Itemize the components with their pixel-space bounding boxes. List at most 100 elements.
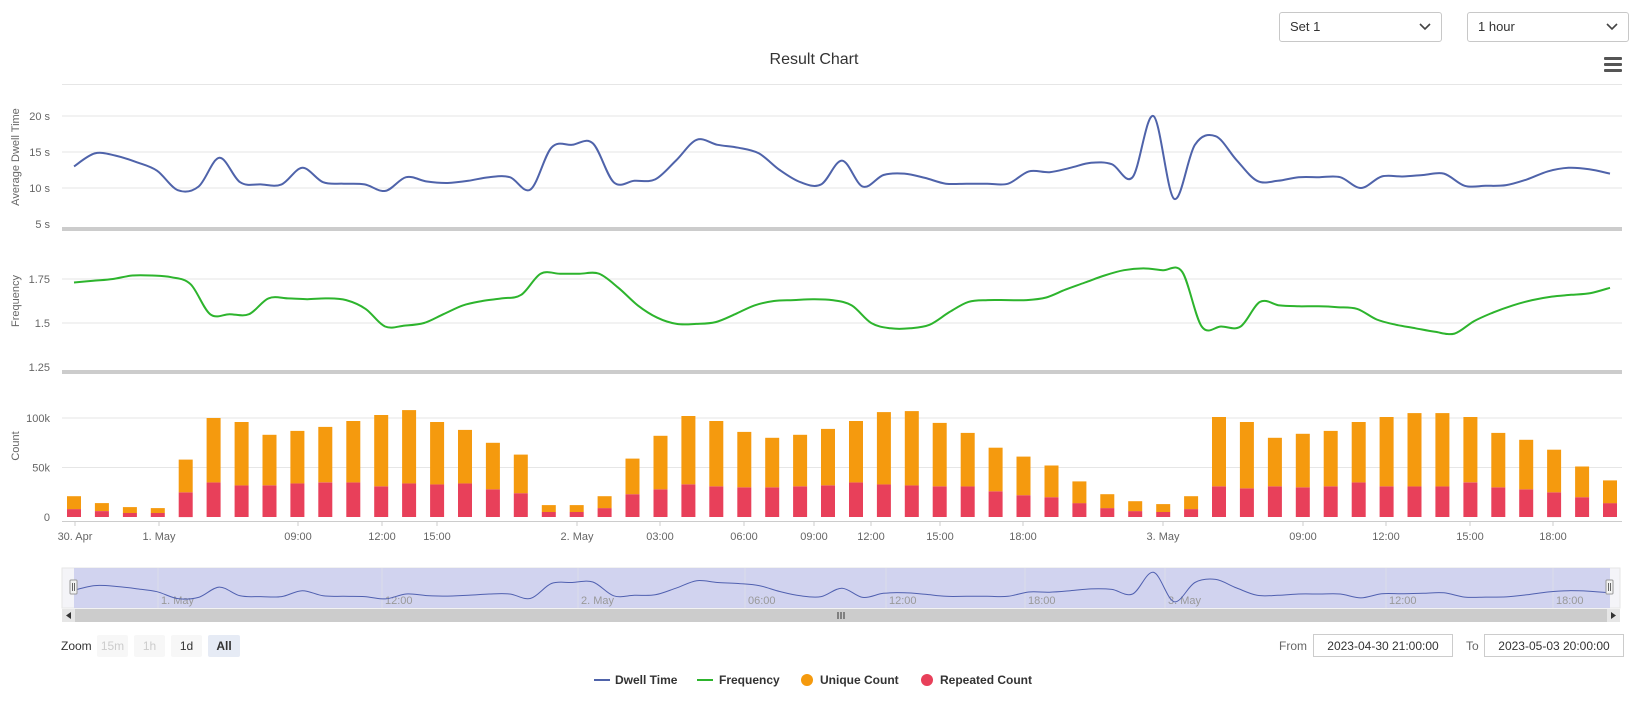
- unique-count-bar: [709, 421, 724, 487]
- repeated-count-bar: [1267, 486, 1282, 517]
- to-date-input[interactable]: 2023-05-03 20:00:00: [1484, 634, 1624, 657]
- repeated-count-bar: [849, 482, 863, 517]
- x-tick-label: 15:00: [1456, 531, 1484, 543]
- repeated-count-bar: [597, 508, 612, 517]
- from-label: From: [1279, 639, 1307, 653]
- unique-count-bar: [904, 411, 919, 486]
- repeated-count-bar: [430, 484, 445, 517]
- dwell-axis-title: Average Dwell Time: [10, 108, 22, 206]
- from-date-input[interactable]: 2023-04-30 21:00:00: [1313, 634, 1453, 657]
- frequency-ytick-label: 1.5: [35, 318, 50, 330]
- dwell-ytick-label: 15 s: [29, 147, 50, 159]
- zoom-15m-button[interactable]: 15m: [97, 635, 128, 657]
- y-axis-ticks: 5 s 10 s 15 s 20 s 1.25 1.5 1.75 0 50k 100k: [26, 111, 50, 524]
- navigator-tick-label: 1. May: [161, 595, 195, 607]
- navigator-scrollbar[interactable]: [62, 609, 1620, 622]
- zoom-1h-label: 1h: [143, 639, 156, 653]
- time-range-select[interactable]: 1 hour: [1467, 12, 1629, 42]
- panel-separator: [62, 370, 1622, 374]
- unique-count-bar: [1184, 496, 1199, 510]
- unique-count-bar: [569, 505, 584, 512]
- unique-count-bar: [1016, 456, 1031, 496]
- navigator-tick-label: 12:00: [1389, 595, 1417, 607]
- frequency-axis-title: Frequency: [10, 275, 22, 327]
- chart-title: Result Chart: [770, 51, 859, 68]
- repeated-count-bar: [1547, 492, 1562, 518]
- x-tick-label: 09:00: [284, 531, 312, 543]
- unique-count-bar: [178, 459, 193, 493]
- unique-count-bar: [653, 435, 668, 490]
- repeated-count-bar: [1519, 489, 1534, 517]
- repeated-count-bar: [1435, 486, 1450, 517]
- unique-count-bar: [1407, 413, 1422, 487]
- unique-count-bar: [1491, 432, 1506, 488]
- repeated-count-bar: [150, 513, 165, 517]
- unique-count-bar: [625, 458, 640, 495]
- chevron-down-icon: [1419, 23, 1431, 31]
- zoom-1d-button[interactable]: 1d: [171, 635, 202, 657]
- panel-separator: [62, 227, 1622, 231]
- repeated-count-bar: [513, 493, 528, 517]
- repeated-count-bar: [876, 484, 891, 517]
- navigator-series: 1. May 12:00 2. May 06:00 12:00 18:00 3. May 12…: [73, 568, 1611, 608]
- repeated-count-bar: [1351, 482, 1366, 517]
- legend-item-unique-count[interactable]: Unique Count: [801, 673, 899, 687]
- repeated-count-bar: [458, 483, 472, 517]
- navigator-tick-label: 3. May: [1168, 595, 1202, 607]
- count-bars: [67, 410, 1617, 518]
- scroll-right-arrow[interactable]: [1607, 609, 1620, 622]
- navigator-right-handle[interactable]: [1605, 579, 1614, 595]
- navigator-left-handle[interactable]: [69, 579, 78, 595]
- dwell-ytick-label: 20 s: [29, 111, 50, 123]
- legend-label-frequency: Frequency: [719, 673, 780, 687]
- unique-count-bar: [402, 410, 417, 484]
- repeated-count-bar: [1295, 487, 1310, 517]
- repeated-count-bar: [625, 494, 640, 517]
- unique-count-bar: [150, 508, 165, 513]
- legend-item-frequency[interactable]: Frequency: [697, 673, 780, 687]
- repeated-count-bar: [402, 483, 417, 517]
- repeated-count-bar: [485, 489, 500, 517]
- unique-count-bar: [513, 454, 528, 494]
- from-date-value: 2023-04-30 21:00:00: [1327, 639, 1439, 653]
- unique-count-bar: [737, 431, 752, 488]
- set-select[interactable]: Set 1: [1279, 12, 1442, 42]
- navigator-tick-label: 18:00: [1556, 595, 1584, 607]
- zoom-all-label: All: [216, 639, 231, 653]
- unique-count-bar: [1575, 466, 1590, 498]
- x-tick-label: 12:00: [1372, 531, 1400, 543]
- unique-count-bar: [1239, 422, 1254, 489]
- hamburger-menu-icon[interactable]: [1598, 52, 1628, 76]
- legend-label-repeated-count: Repeated Count: [940, 673, 1032, 687]
- navigator-series-line: [73, 571, 1611, 603]
- x-tick-label: 30. Apr: [58, 531, 93, 543]
- zoom-all-button[interactable]: All: [208, 635, 240, 657]
- repeated-count-bar: [1239, 488, 1254, 517]
- unique-count-bar: [346, 421, 361, 483]
- scroll-left-arrow[interactable]: [62, 609, 75, 622]
- unique-count-bar: [1267, 437, 1282, 487]
- repeated-count-bar: [1323, 486, 1338, 517]
- unique-count-bar: [290, 430, 305, 484]
- legend-item-repeated-count[interactable]: Repeated Count: [921, 673, 1032, 687]
- unique-count-bar: [1351, 422, 1366, 483]
- count-axis-title: Count: [10, 431, 22, 460]
- unique-count-bar: [793, 434, 808, 487]
- zoom-1h-button[interactable]: 1h: [134, 635, 165, 657]
- unique-count-bar: [430, 422, 445, 485]
- set-select-value: Set 1: [1290, 19, 1321, 34]
- repeated-count-bar: [122, 513, 137, 517]
- repeated-count-bar: [346, 482, 361, 517]
- repeated-count-bar: [737, 487, 752, 517]
- scrollbar-thumb[interactable]: [74, 609, 1610, 622]
- x-tick-label: 09:00: [1289, 531, 1317, 543]
- unique-count-bar: [541, 505, 556, 512]
- navigator-tick-label: 12:00: [889, 595, 917, 607]
- navigator[interactable]: 1. May 12:00 2. May 06:00 12:00 18:00 3. May 12…: [61, 567, 1621, 622]
- legend-item-dwell-time[interactable]: Dwell Time: [594, 673, 678, 687]
- unique-count-bar: [122, 507, 137, 513]
- to-date-value: 2023-05-03 20:00:00: [1498, 639, 1610, 653]
- repeated-count-bar: [290, 483, 305, 517]
- x-tick-label: 06:00: [730, 531, 758, 543]
